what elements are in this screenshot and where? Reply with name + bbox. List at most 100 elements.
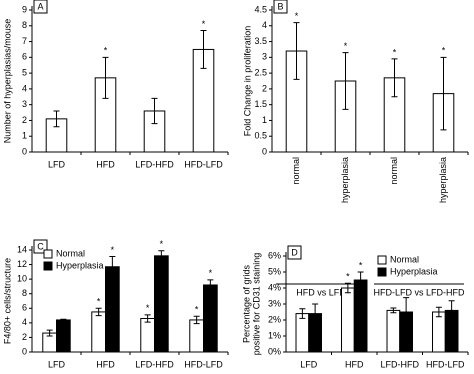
y-tick-label: 4.5: [254, 4, 267, 14]
x-tick-label: LFD: [48, 159, 66, 169]
error-bar: [95, 307, 102, 317]
y-tick-label: 6: [22, 52, 27, 62]
legend-swatch: [43, 249, 53, 259]
panel-label-box: [33, 0, 48, 14]
y-tick-label: 3%: [268, 298, 281, 308]
y-tick-label: 4: [22, 83, 27, 93]
significance-star: *: [104, 46, 108, 56]
y-tick-label: 0: [262, 146, 267, 156]
bar: [353, 279, 368, 353]
x-tick-label: HFD-LFD: [426, 359, 465, 369]
x-tick-label: HFD-LFD: [184, 159, 223, 169]
bar: [386, 309, 401, 353]
y-tick-label: 2: [262, 83, 267, 93]
y-tick-label: 12: [17, 259, 27, 269]
significance-star: *: [146, 303, 150, 313]
error-bar: [435, 306, 442, 318]
error-bar: [109, 256, 116, 278]
y-axis-label: Percentage of grids: [241, 264, 251, 343]
error-bar: [403, 297, 410, 327]
error-bar: [144, 314, 151, 323]
significance-star: *: [393, 47, 397, 57]
significance-star: *: [160, 239, 164, 249]
bar: [154, 255, 169, 353]
legend-label: Hyperplasia: [390, 266, 438, 276]
error-bar: [151, 97, 158, 125]
x-tick-label: normal: [291, 157, 301, 185]
panel-label: C: [37, 241, 44, 251]
bar: [341, 287, 355, 353]
y-tick-label: 1: [262, 115, 267, 125]
error-bar: [200, 30, 207, 69]
y-tick-label: 7: [22, 36, 27, 46]
y-tick-label: 4%: [268, 282, 281, 292]
significance-star: *: [346, 272, 350, 282]
y-tick-label: 5%: [268, 266, 281, 276]
y-tick-label: 2: [22, 115, 27, 125]
y-tick-label: 8: [22, 20, 27, 30]
group-label: HFD-LFD vs LFD-HFD: [374, 287, 465, 297]
x-tick-label: LFD-HFD: [381, 359, 420, 369]
y-tick-label: 3.5: [254, 36, 267, 46]
y-tick-label: 8: [22, 288, 27, 298]
legend-swatch: [377, 267, 387, 277]
group-label: HFD vs LFD: [296, 287, 346, 297]
y-tick-label: 14: [17, 244, 27, 254]
bar: [140, 317, 155, 353]
legend-label: Normal: [390, 254, 419, 264]
error-bar: [102, 56, 109, 99]
bar: [56, 319, 71, 353]
y-tick-label: 2%: [268, 314, 281, 324]
error-bar: [193, 315, 200, 325]
bar: [91, 311, 106, 353]
error-bar: [207, 279, 214, 291]
bar: [432, 311, 446, 353]
bar: [105, 266, 120, 353]
x-tick-label: HFD: [96, 159, 115, 169]
panel-label-box: [273, 0, 288, 14]
significance-star: *: [295, 11, 299, 21]
legend-swatch: [43, 261, 53, 271]
significance-star: *: [202, 19, 206, 29]
significance-star: *: [344, 41, 348, 51]
x-tick-label: hyperplasia: [438, 157, 448, 203]
significance-star: *: [111, 245, 115, 255]
error-bar: [299, 308, 306, 319]
y-tick-label: 0: [22, 346, 27, 356]
y-tick-label: 6: [22, 303, 27, 313]
panel-label-box: [287, 245, 302, 260]
x-tick-label: HFD: [345, 359, 364, 369]
x-tick-label: LFD: [300, 359, 318, 369]
x-tick-label: hyperplasia: [340, 157, 350, 203]
significance-star: *: [97, 297, 101, 307]
y-tick-label: 1%: [268, 330, 281, 340]
x-tick-label: normal: [389, 157, 399, 185]
error-bar: [312, 303, 319, 324]
y-tick-label: 2: [22, 332, 27, 342]
y-tick-label: 1.5: [254, 99, 267, 109]
x-tick-label: LFD: [48, 359, 66, 369]
error-bar: [391, 58, 398, 98]
error-bar: [293, 22, 300, 80]
y-tick-label: 6%: [268, 250, 281, 260]
error-bar: [440, 56, 447, 131]
error-bar: [357, 271, 364, 289]
bar: [203, 284, 218, 353]
y-axis-label: Number of hyperplasias/mouse: [2, 19, 12, 144]
significance-star: *: [195, 305, 199, 315]
error-bar: [448, 300, 455, 321]
error-bar: [342, 52, 349, 110]
x-tick-label: HFD-LFD: [184, 359, 223, 369]
y-tick-label: 4: [262, 20, 267, 30]
y-tick-label: 9: [22, 4, 27, 14]
significance-star: *: [442, 46, 446, 56]
x-tick-label: HFD: [96, 359, 115, 369]
y-tick-label: 0.5: [254, 131, 267, 141]
bar: [189, 319, 204, 353]
y-tick-label: 0: [22, 146, 27, 156]
legend-label: Normal: [56, 248, 85, 258]
y-axis-label: positive for CD31 staining: [251, 253, 261, 356]
y-tick-label: 4: [22, 317, 27, 327]
y-axis-label: F4/80+ cells/structure: [2, 258, 12, 344]
error-bar: [158, 250, 165, 262]
